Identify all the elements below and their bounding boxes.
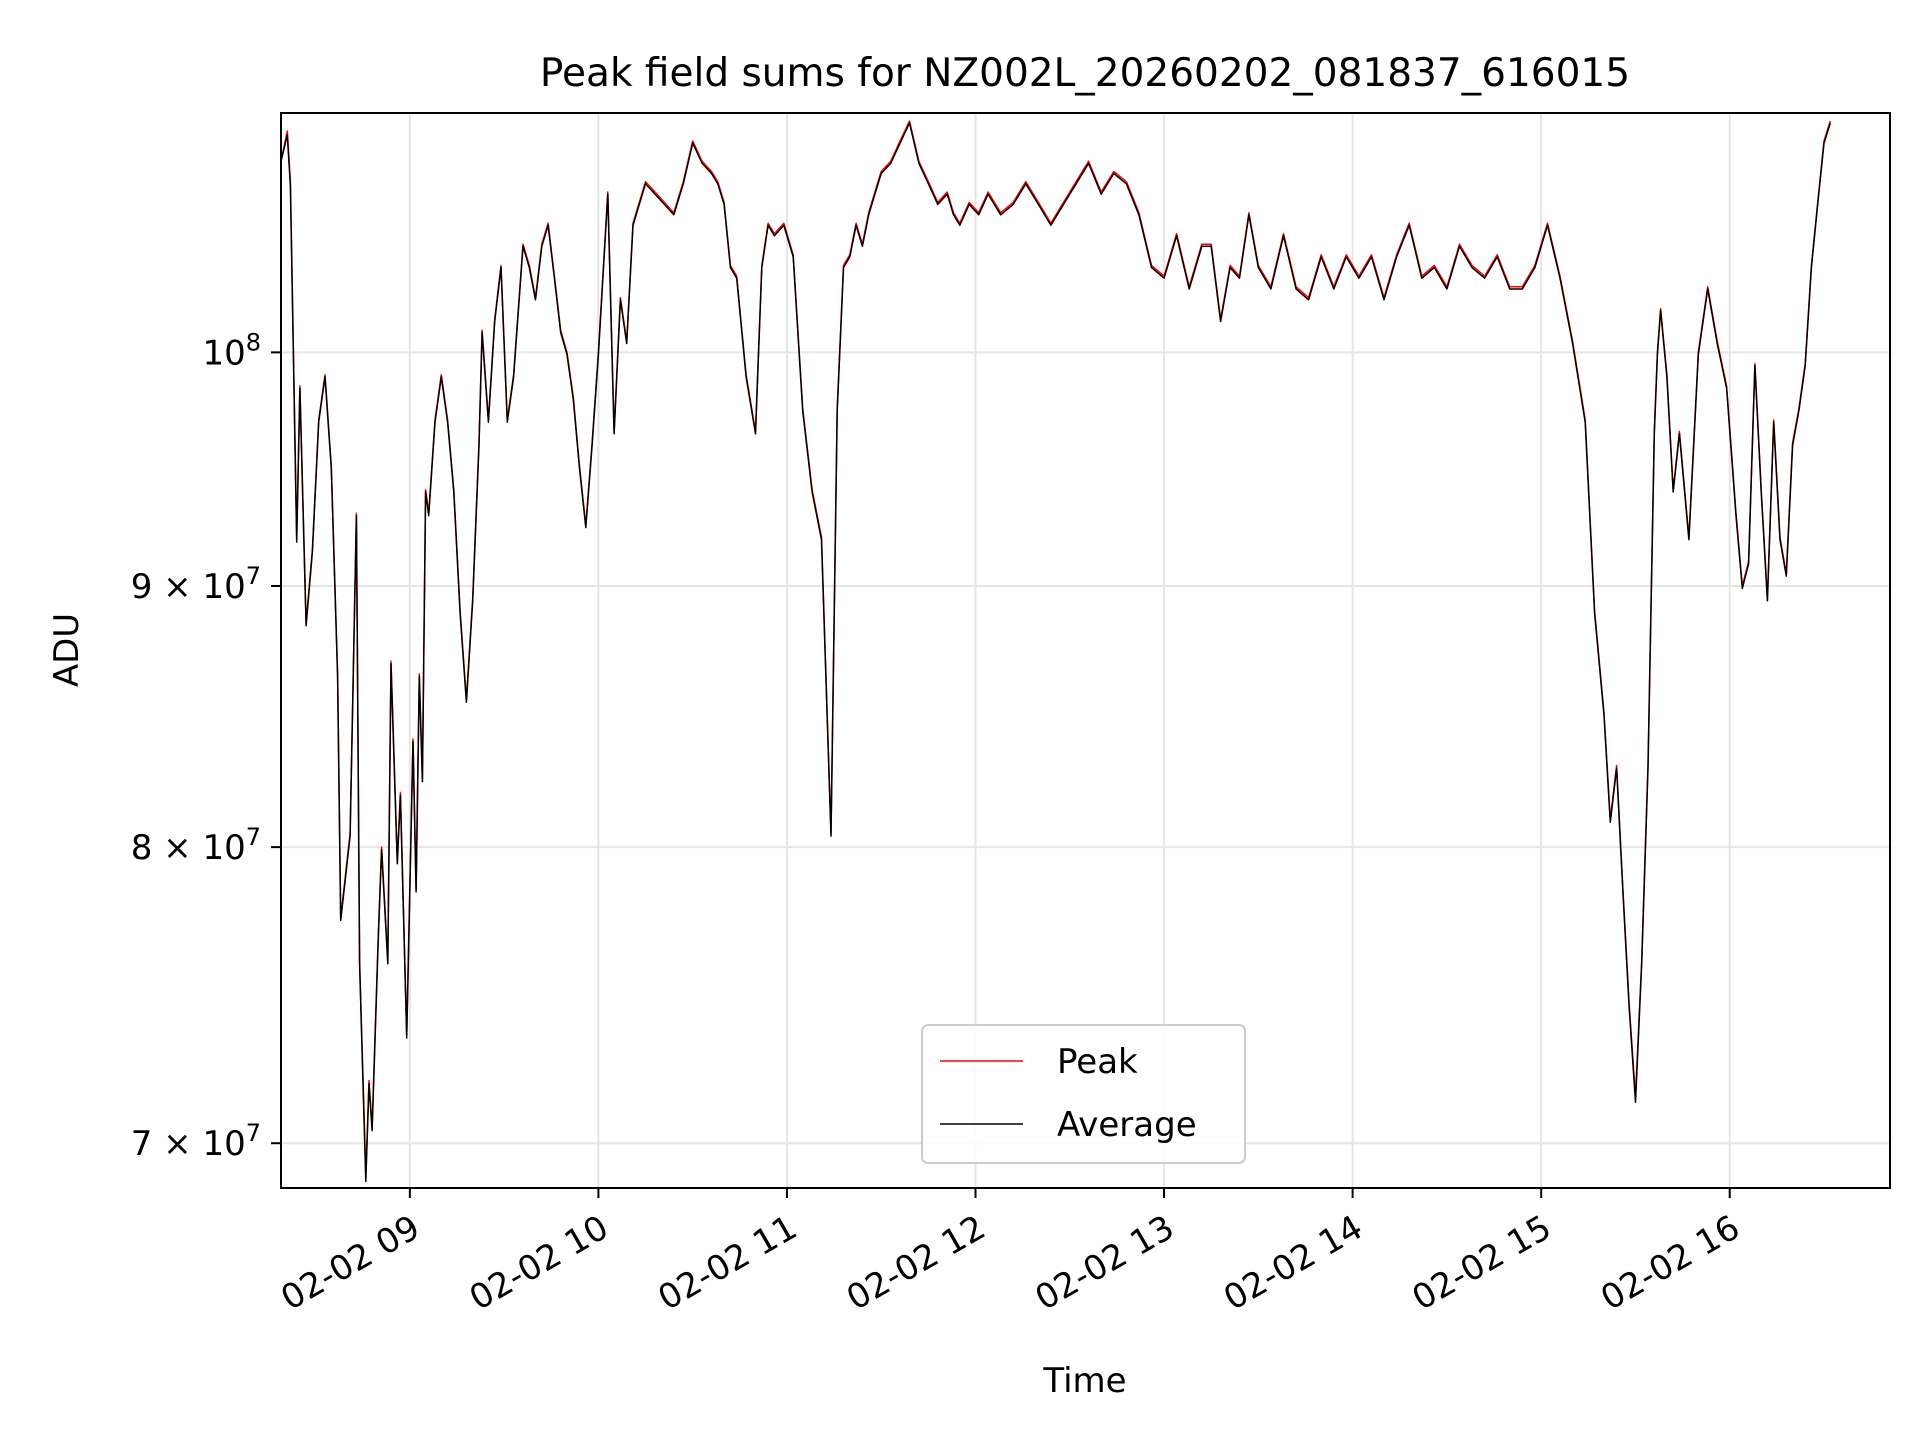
legend-box: [921, 1024, 1246, 1164]
x-axis-label: Time: [1042, 1361, 1126, 1401]
legend-label-average: Average: [1057, 1105, 1197, 1145]
plot-lines: [280, 120, 1832, 1183]
y-tick-label: 9 × 107: [131, 562, 261, 607]
y-axis: 7 × 107 8 × 107 9 × 107 108: [131, 328, 281, 1164]
chart-title: Peak field sums for NZ002L_20260202_0818…: [540, 51, 1630, 96]
y-axis-label: ADU: [47, 613, 87, 687]
y-tick-label: 108: [202, 328, 261, 373]
y-tick-label: 7 × 107: [131, 1119, 261, 1164]
grid-lines: [281, 113, 1890, 1188]
y-tick-label: 8 × 107: [131, 823, 261, 868]
series-line-average: [280, 122, 1832, 1183]
legend: Peak Average: [921, 1024, 1246, 1164]
plot-frame: [280, 112, 1891, 1189]
legend-label-peak: Peak: [1057, 1042, 1138, 1082]
